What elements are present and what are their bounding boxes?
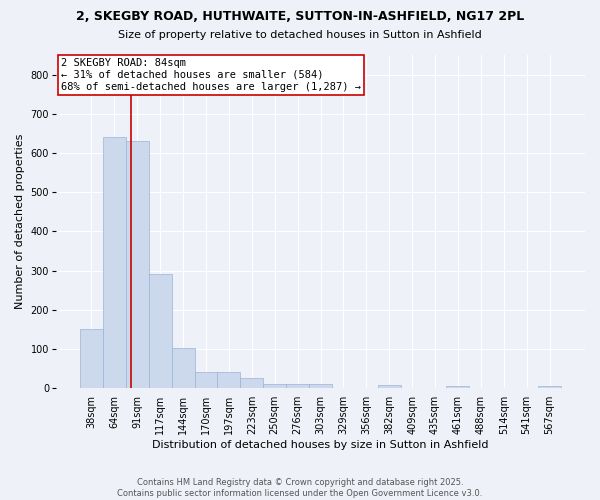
Bar [286,384,309,388]
Bar [241,378,263,388]
Bar [149,274,172,388]
Bar [446,386,469,388]
Bar [103,138,126,388]
Text: 2 SKEGBY ROAD: 84sqm
← 31% of detached houses are smaller (584)
68% of semi-deta: 2 SKEGBY ROAD: 84sqm ← 31% of detached h… [61,58,361,92]
Bar [194,372,217,388]
Bar [80,330,103,388]
Text: Size of property relative to detached houses in Sutton in Ashfield: Size of property relative to detached ho… [118,30,482,40]
Text: 2, SKEGBY ROAD, HUTHWAITE, SUTTON-IN-ASHFIELD, NG17 2PL: 2, SKEGBY ROAD, HUTHWAITE, SUTTON-IN-ASH… [76,10,524,23]
Bar [378,386,401,388]
Bar [309,384,332,388]
Bar [263,384,286,388]
X-axis label: Distribution of detached houses by size in Sutton in Ashfield: Distribution of detached houses by size … [152,440,489,450]
Bar [538,386,561,388]
Bar [126,141,149,388]
Y-axis label: Number of detached properties: Number of detached properties [15,134,25,309]
Text: Contains HM Land Registry data © Crown copyright and database right 2025.
Contai: Contains HM Land Registry data © Crown c… [118,478,482,498]
Bar [172,348,194,388]
Bar [217,372,241,388]
